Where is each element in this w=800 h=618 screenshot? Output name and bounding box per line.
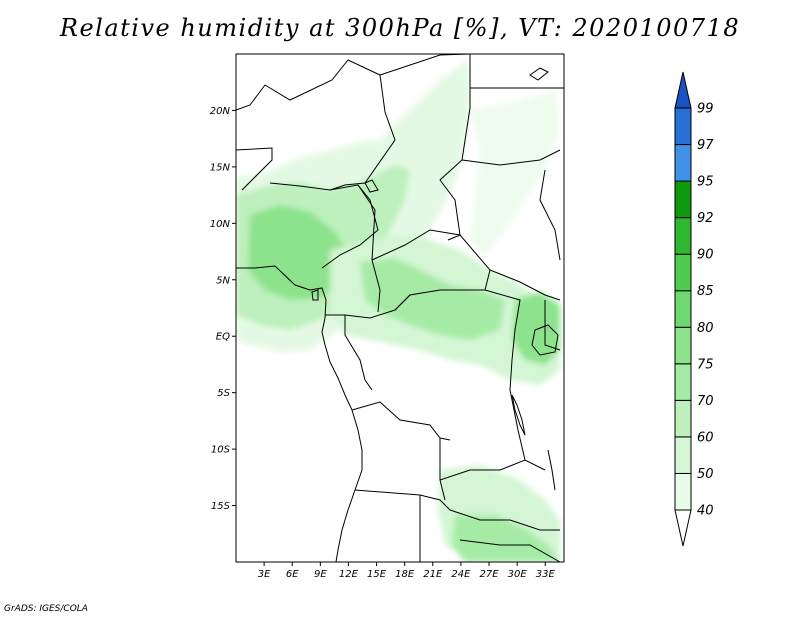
lon-tick-label: 30E (508, 569, 528, 580)
humidity-region-south-medium (452, 515, 560, 562)
border-drc-east (484, 289, 526, 461)
colorbar-level-label: 40 (697, 504, 714, 519)
colorbar: 40 50 60 70 75 80 85 90 92 95 97 99 (674, 71, 714, 547)
border-congo (344, 315, 373, 391)
humidity-region-northeast (470, 90, 560, 255)
border-sudan-east (461, 149, 561, 166)
latitude-axis: 20N 15N 10N 5N EQ 5S 10S 15S (210, 106, 236, 512)
lon-tick-label: 3E (258, 569, 271, 580)
colorbar-segment (674, 436, 692, 474)
lat-tick-label: 15N (210, 162, 231, 173)
colorbar-level-label: 50 (697, 467, 714, 482)
lat-tick-label: EQ (216, 332, 230, 343)
lon-tick-label: 18E (395, 569, 415, 580)
lat-tick-label: 5S (217, 388, 230, 399)
colorbar-segment (674, 363, 692, 401)
border-eastafrica-2 (544, 300, 561, 351)
coast-north-east (529, 67, 549, 81)
border-north-2 (236, 59, 396, 191)
island-bioko (311, 289, 319, 301)
colorbar-level-label: 85 (697, 284, 714, 299)
lat-tick-label: 5N (216, 275, 230, 286)
lon-tick-label: 12E (339, 569, 359, 580)
lat-tick-label: 10S (211, 445, 231, 456)
colorbar-segment (674, 290, 692, 328)
lon-tick-label: 33E (536, 569, 556, 580)
humidity-region-east-lakes (512, 292, 560, 365)
border-namibia (354, 489, 451, 511)
colorbar-level-label: 95 (697, 175, 714, 190)
border-angola-north (351, 401, 451, 441)
colorbar-level-label: 99 (697, 102, 714, 117)
humidity-region-central-medium (360, 258, 505, 340)
lon-tick-label: 24E (451, 569, 471, 580)
lon-tick-label: 9E (314, 569, 327, 580)
border-zambia (439, 459, 546, 481)
credit-text: GrADS: IGES/COLA (4, 604, 88, 614)
colorbar-level-label: 70 (697, 394, 714, 409)
colorbar-segment (674, 71, 692, 109)
colorbar-segment (674, 107, 692, 146)
lon-tick-label: 27E (480, 569, 500, 580)
map-frame (235, 53, 565, 563)
colorbar-segment (674, 180, 692, 219)
border-zimbabwe (459, 539, 561, 562)
colorbar-segment (674, 326, 692, 365)
border-eastafrica (539, 169, 561, 261)
map-title: Relative humidity at 300hPa [%], VT: 202… (59, 14, 741, 42)
coastline-west-africa (236, 265, 363, 562)
colorbar-segment (674, 399, 692, 438)
lon-tick-label: 15E (367, 569, 387, 580)
lake-tanganyika (511, 394, 526, 436)
humidity-shading (236, 60, 560, 562)
map-borders (236, 54, 564, 562)
colorbar-segment (674, 472, 692, 511)
lake-chad (364, 179, 379, 193)
colorbar-level-label: 92 (697, 211, 714, 226)
lat-tick-label: 15S (211, 501, 231, 512)
colorbar-level-label: 75 (697, 357, 714, 372)
border-south-sudan (489, 269, 561, 301)
border-drc-north (325, 294, 411, 319)
border-southern (449, 509, 560, 531)
humidity-region-west-dark (248, 205, 350, 300)
colorbar-segment (674, 144, 692, 182)
lon-tick-label: 6E (286, 569, 299, 580)
colorbar-level-label: 60 (697, 430, 714, 445)
colorbar-segment (674, 509, 692, 547)
lon-tick-label: 21E (423, 569, 443, 580)
colorbar-level-label: 97 (697, 138, 714, 153)
colorbar-level-label: 80 (697, 321, 714, 336)
colorbar-level-label: 90 (697, 248, 714, 263)
border-nigeria (269, 182, 379, 269)
lake-victoria (531, 324, 559, 356)
colorbar-segment (674, 217, 692, 255)
border-chad-sudan (439, 107, 471, 241)
lat-tick-label: 10N (210, 219, 231, 230)
lat-tick-label: 20N (210, 106, 231, 117)
longitude-axis: 3E 6E 9E 12E 15E 18E 21E 24E 27E 30E 33E (258, 562, 556, 580)
border-north-1 (236, 147, 273, 191)
lake-malawi (547, 449, 556, 491)
colorbar-segment (674, 253, 692, 292)
